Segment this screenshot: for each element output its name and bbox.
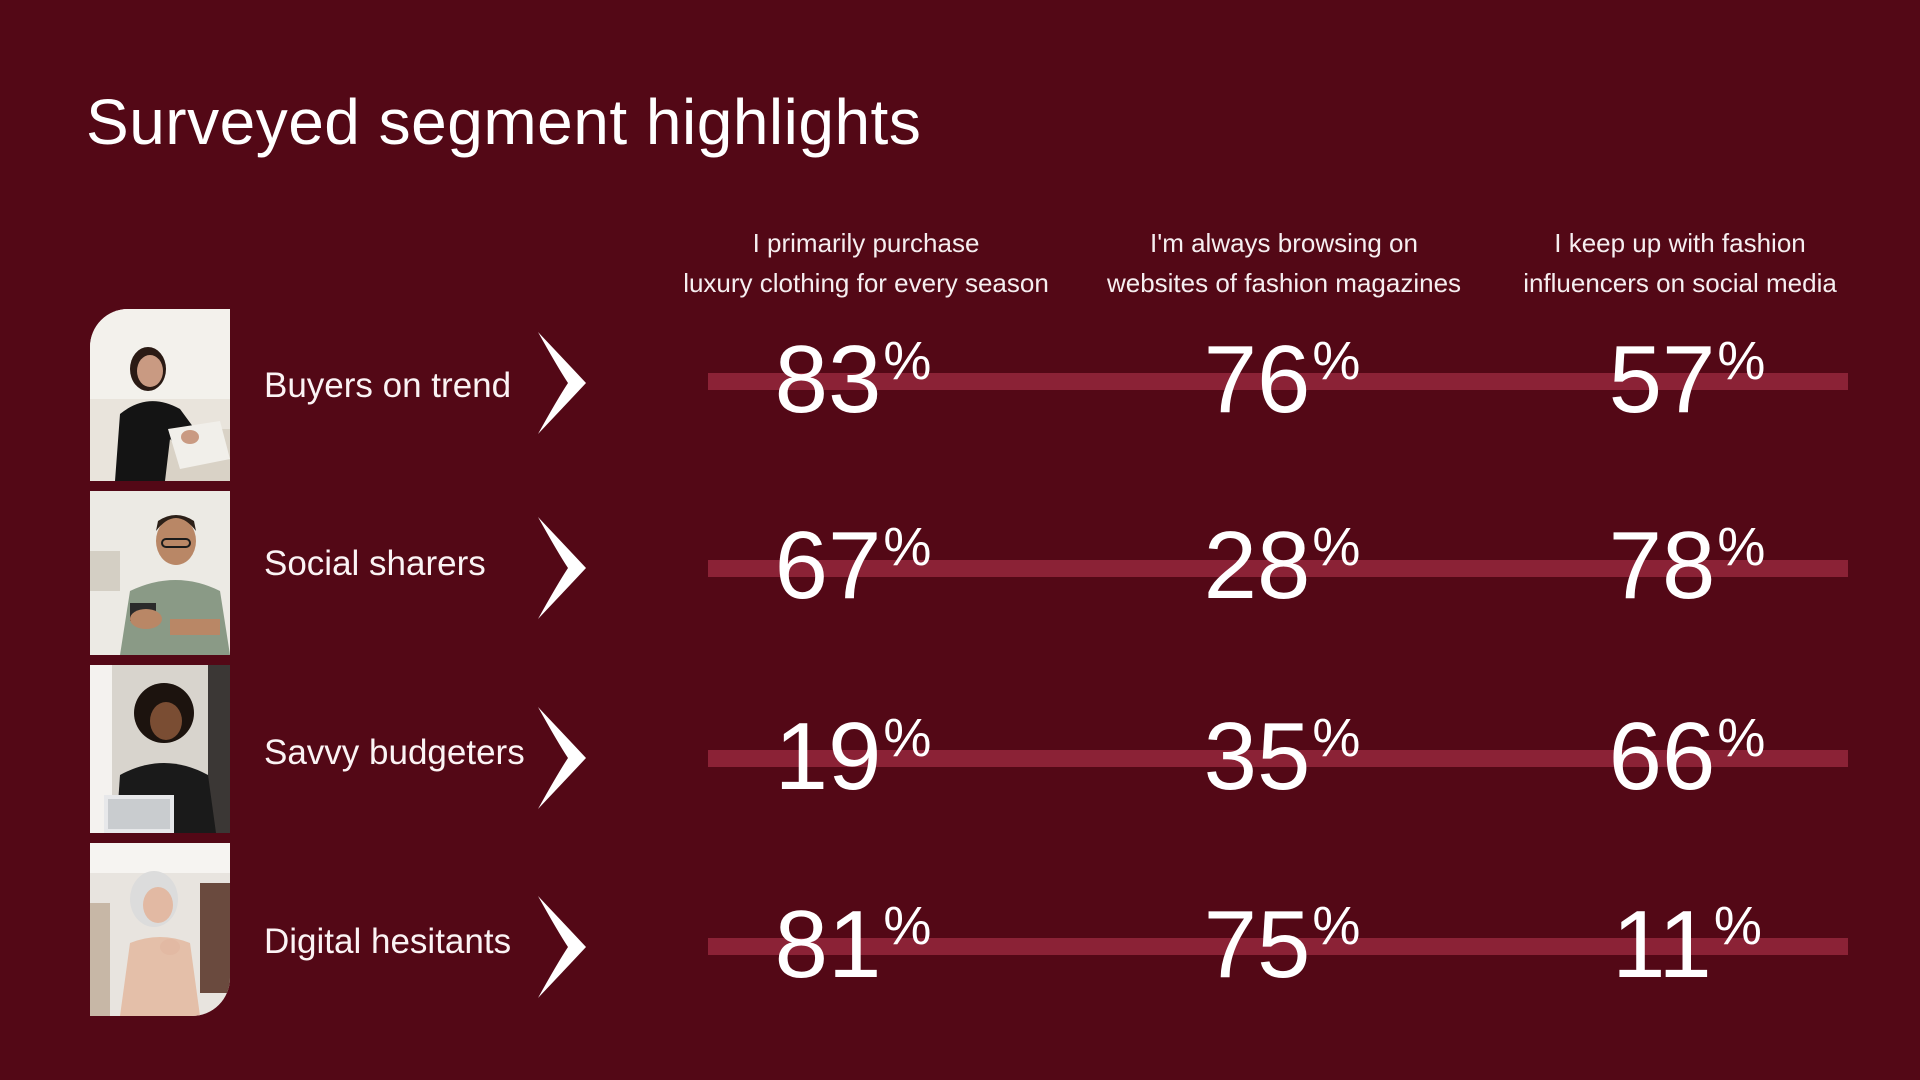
woman-shopping-photo [90, 843, 230, 1016]
percent-sign: % [883, 330, 932, 391]
percent-sign: % [1717, 516, 1766, 577]
stat-social-sharers-col3: 78% [1557, 518, 1817, 614]
stat-value: 76 [1203, 326, 1311, 433]
stat-value: 57 [1608, 326, 1716, 433]
row-label-digital-hesitants: Digital hesitants [264, 922, 512, 961]
column-header-3-line1: I keep up with fashion [1554, 228, 1806, 258]
page-title: Surveyed segment highlights [86, 86, 922, 158]
stat-value: 75 [1203, 891, 1311, 998]
percent-sign: % [1312, 707, 1361, 768]
column-header-1-line1: I primarily purchase [752, 228, 980, 258]
stat-buyers-on-trend-col1: 83% [723, 332, 983, 428]
column-header-2-line1: I'm always browsing on [1150, 228, 1418, 258]
stat-value: 19 [774, 703, 882, 810]
percent-sign: % [1713, 895, 1762, 956]
stat-digital-hesitants-col3: 11% [1557, 897, 1817, 993]
percent-sign: % [883, 707, 932, 768]
column-header-1: I primarily purchase luxury clothing for… [656, 223, 1076, 303]
column-header-2-line2: websites of fashion magazines [1106, 268, 1462, 298]
stat-social-sharers-col1: 67% [723, 518, 983, 614]
woman-sitting-photo [90, 309, 230, 481]
row-bar [708, 938, 1848, 955]
stat-savvy-budgeters-col3: 66% [1557, 709, 1817, 805]
stat-digital-hesitants-col1: 81% [723, 897, 983, 993]
row-label-buyers-on-trend: Buyers on trend [264, 366, 512, 405]
stat-savvy-budgeters-col1: 19% [723, 709, 983, 805]
stat-value: 83 [774, 326, 882, 433]
row-label-social-sharers: Social sharers [264, 544, 486, 583]
column-header-2: I'm always browsing on websites of fashi… [1074, 223, 1494, 303]
percent-sign: % [1312, 330, 1361, 391]
stat-buyers-on-trend-col2: 76% [1152, 332, 1412, 428]
stat-value: 11 [1612, 891, 1712, 998]
chevron-right-icon [538, 332, 586, 434]
percent-sign: % [1717, 330, 1766, 391]
stat-digital-hesitants-col2: 75% [1152, 897, 1412, 993]
column-header-3: I keep up with fashion influencers on so… [1470, 223, 1890, 303]
column-header-3-line2: influencers on social media [1523, 268, 1837, 298]
percent-sign: % [1717, 707, 1766, 768]
stat-value: 67 [774, 512, 882, 619]
row-bar [708, 373, 1848, 390]
stat-social-sharers-col2: 28% [1152, 518, 1412, 614]
row-label-savvy-budgeters: Savvy budgeters [264, 733, 525, 772]
row-bar [708, 560, 1848, 577]
man-with-phone-photo [90, 491, 230, 655]
stat-value: 28 [1203, 512, 1311, 619]
stat-buyers-on-trend-col3: 57% [1557, 332, 1817, 428]
row-bar [708, 750, 1848, 767]
percent-sign: % [883, 516, 932, 577]
stat-value: 35 [1203, 703, 1311, 810]
stat-value: 78 [1608, 512, 1716, 619]
stat-value: 66 [1608, 703, 1716, 810]
stat-savvy-budgeters-col2: 35% [1152, 709, 1412, 805]
percent-sign: % [1312, 895, 1361, 956]
woman-with-laptop-photo [90, 665, 230, 833]
chevron-right-icon [538, 707, 586, 809]
column-header-1-line2: luxury clothing for every season [683, 268, 1049, 298]
percent-sign: % [1312, 516, 1361, 577]
chevron-right-icon [538, 896, 586, 998]
percent-sign: % [883, 895, 932, 956]
stat-value: 81 [774, 891, 882, 998]
chevron-right-icon [538, 517, 586, 619]
